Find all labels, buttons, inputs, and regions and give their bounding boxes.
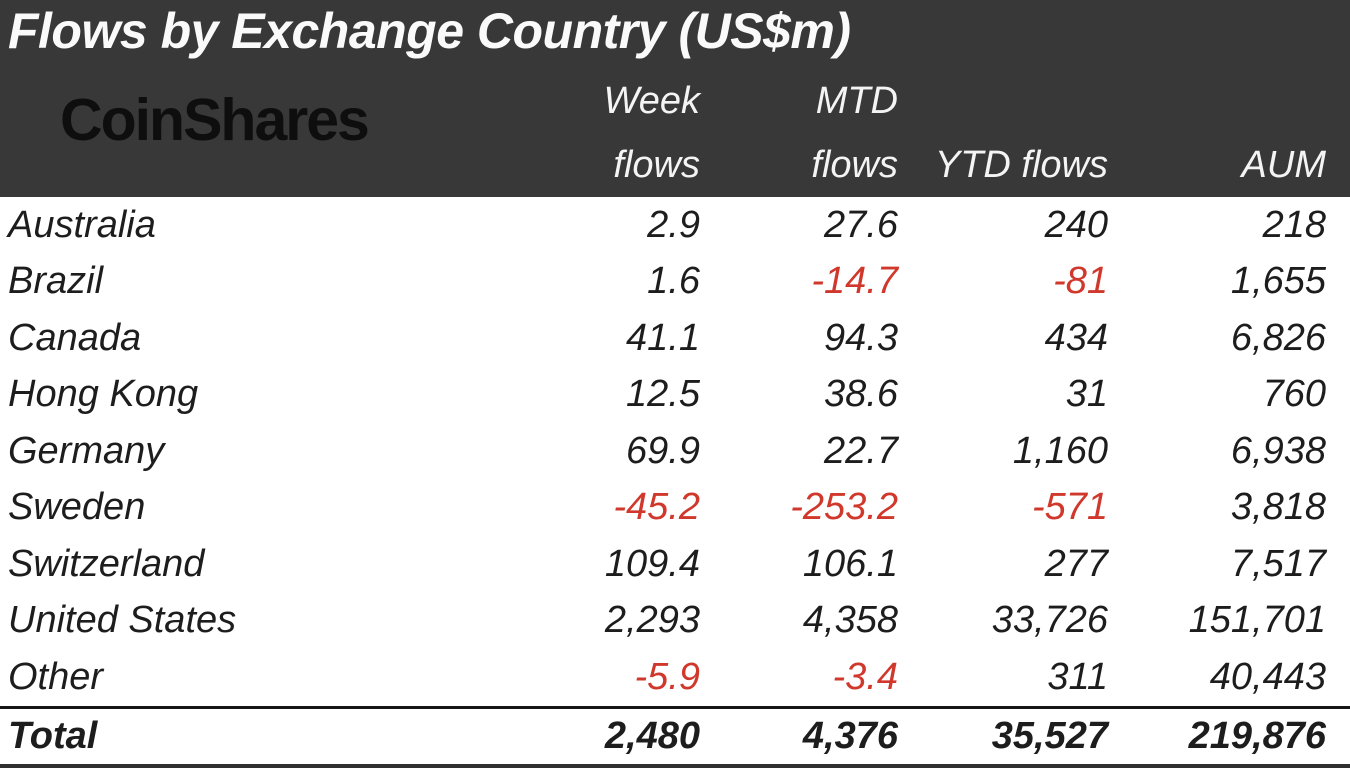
total-ytd-flows: 35,527 xyxy=(991,714,1108,757)
value-cell: 6,938 xyxy=(1230,429,1326,472)
value-cell: 41.1 xyxy=(626,316,700,359)
value-cell: 4,358 xyxy=(802,599,898,642)
value-cell: 2.9 xyxy=(647,203,700,246)
value-cell: 38.6 xyxy=(824,373,898,416)
value-cell: -45.2 xyxy=(613,486,700,529)
column-header-mtd-line2: flows xyxy=(811,144,898,186)
value-cell: -3.4 xyxy=(832,655,898,698)
country-cell: Switzerland xyxy=(8,542,205,585)
value-cell: 2,293 xyxy=(604,599,700,642)
value-cell: 22.7 xyxy=(824,429,898,472)
column-header-week-line1: Week xyxy=(603,80,700,122)
value-cell: 109.4 xyxy=(604,542,700,585)
value-cell: 1,655 xyxy=(1230,260,1326,303)
value-cell: 106.1 xyxy=(802,542,898,585)
table-row: Canada 41.1 94.3 434 6,826 xyxy=(0,310,1350,367)
value-cell: 3,818 xyxy=(1230,486,1326,529)
value-cell: -571 xyxy=(1031,486,1108,529)
total-week-flows: 2,480 xyxy=(604,714,700,757)
value-cell: 151,701 xyxy=(1188,599,1326,642)
value-cell: 1.6 xyxy=(647,260,700,303)
country-cell: Australia xyxy=(8,203,156,246)
table-row: Hong Kong 12.5 38.6 31 760 xyxy=(0,367,1350,424)
country-cell: Brazil xyxy=(8,260,104,303)
value-cell: 240 xyxy=(1044,203,1108,246)
value-cell: 6,826 xyxy=(1230,316,1326,359)
table-row: Germany 69.9 22.7 1,160 6,938 xyxy=(0,423,1350,480)
table-total-row: Total 2,480 4,376 35,527 219,876 xyxy=(0,705,1350,768)
value-cell: 94.3 xyxy=(824,316,898,359)
total-mtd-flows: 4,376 xyxy=(802,714,898,757)
column-header-week-line2: flows xyxy=(613,144,700,186)
table-row: Brazil 1.6 -14.7 -81 1,655 xyxy=(0,254,1350,311)
value-cell: 27.6 xyxy=(824,203,898,246)
total-label: Total xyxy=(8,714,98,757)
table-row: Sweden -45.2 -253.2 -571 3,818 xyxy=(0,480,1350,537)
value-cell: 277 xyxy=(1044,542,1108,585)
value-cell: 40,443 xyxy=(1209,655,1326,698)
coinshares-logo: CoinShares xyxy=(60,87,370,153)
page-title: Flows by Exchange Country (US$m) xyxy=(8,3,851,59)
country-cell: United States xyxy=(8,599,237,642)
value-cell: -14.7 xyxy=(811,260,898,303)
table-row: Australia 2.9 27.6 240 218 xyxy=(0,197,1350,254)
value-cell: 760 xyxy=(1262,373,1326,416)
country-cell: Germany xyxy=(8,429,165,472)
value-cell: 1,160 xyxy=(1012,429,1108,472)
value-cell: 7,517 xyxy=(1230,542,1326,585)
value-cell: 311 xyxy=(1047,655,1108,698)
total-aum: 219,876 xyxy=(1188,714,1326,757)
column-header-mtd-line1: MTD xyxy=(815,80,898,122)
value-cell: 33,726 xyxy=(991,599,1108,642)
value-cell: 69.9 xyxy=(626,429,700,472)
value-cell: 31 xyxy=(1065,373,1108,416)
country-cell: Other xyxy=(8,655,104,698)
table-row: United States 2,293 4,358 33,726 151,701 xyxy=(0,593,1350,650)
value-cell: 218 xyxy=(1262,203,1326,246)
value-cell: 12.5 xyxy=(626,373,700,416)
table-row: Other -5.9 -3.4 311 40,443 xyxy=(0,649,1350,706)
column-header-aum: AUM xyxy=(1241,144,1326,186)
table-row: Switzerland 109.4 106.1 277 7,517 xyxy=(0,536,1350,593)
value-cell: 434 xyxy=(1044,316,1108,359)
value-cell: -81 xyxy=(1053,260,1108,303)
value-cell: -5.9 xyxy=(634,655,700,698)
value-cell: -253.2 xyxy=(790,486,898,529)
country-cell: Canada xyxy=(8,316,142,359)
country-cell: Hong Kong xyxy=(8,373,199,416)
country-cell: Sweden xyxy=(8,486,146,529)
table-body: Australia 2.9 27.6 240 218 Brazil 1.6 -14.7 -81 1… xyxy=(0,197,1350,706)
column-header-ytd: YTD flows xyxy=(934,144,1108,186)
table-header: Flows by Exchange Country (US$m) CoinSha… xyxy=(0,0,1350,197)
